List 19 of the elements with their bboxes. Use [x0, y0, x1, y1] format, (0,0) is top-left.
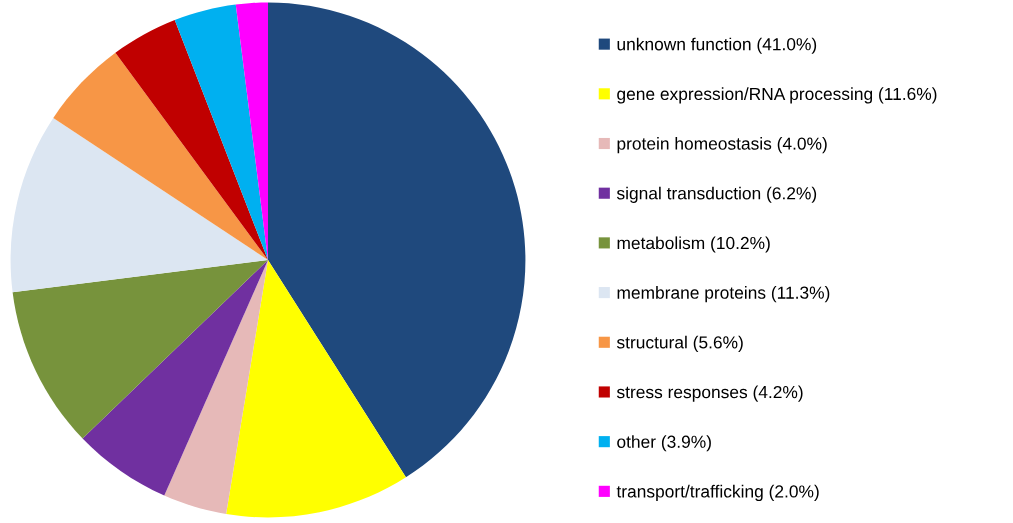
legend-label: structural (5.6%)	[616, 335, 743, 352]
legend-label: protein homeostasis (4.0%)	[617, 137, 827, 154]
legend-label: membrane proteins (11.3%)	[617, 286, 830, 303]
pie-slice	[174, 4, 268, 260]
pie-slice	[82, 260, 268, 496]
legend-label: signal transduction (6.2%)	[616, 186, 817, 203]
pie-slice	[53, 52, 268, 260]
pie-slice	[226, 260, 406, 518]
legend-label: stress responses (4.2%)	[616, 385, 803, 402]
pie-slice	[12, 260, 268, 439]
pie-slice	[115, 20, 268, 260]
legend-label: transport/trafficking (2.0%)	[616, 484, 819, 502]
legend-label: metabolism (10.2%)	[617, 236, 770, 253]
legend-label: unknown function (41.0%)	[617, 37, 817, 54]
pie-slice	[268, 2, 526, 478]
pie-slice	[10, 117, 268, 293]
pie-slice	[164, 260, 268, 514]
legend-label: gene expression/RNA processing (11.6%)	[617, 87, 937, 104]
legend-label: other (3.9%)	[617, 435, 711, 452]
